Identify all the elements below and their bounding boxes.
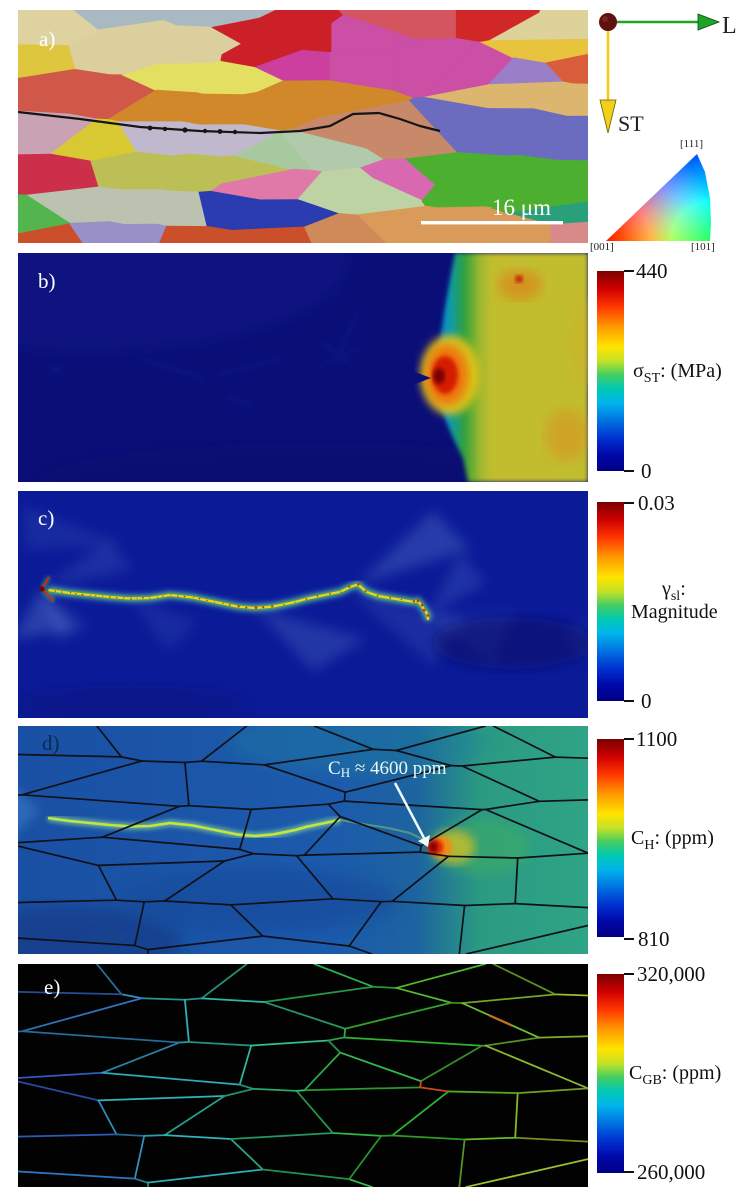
- svg-text:c): c): [38, 506, 54, 530]
- svg-text:16 μm: 16 μm: [492, 195, 551, 220]
- svg-text:b): b): [38, 269, 56, 293]
- svg-text:ST: ST: [618, 111, 644, 136]
- svg-text:e): e): [44, 975, 60, 999]
- svg-text:CH ≈ 4600 ppm: CH ≈ 4600 ppm: [328, 758, 447, 780]
- svg-text:d): d): [42, 731, 60, 755]
- svg-text:L: L: [722, 13, 737, 39]
- svg-text:a): a): [39, 27, 55, 51]
